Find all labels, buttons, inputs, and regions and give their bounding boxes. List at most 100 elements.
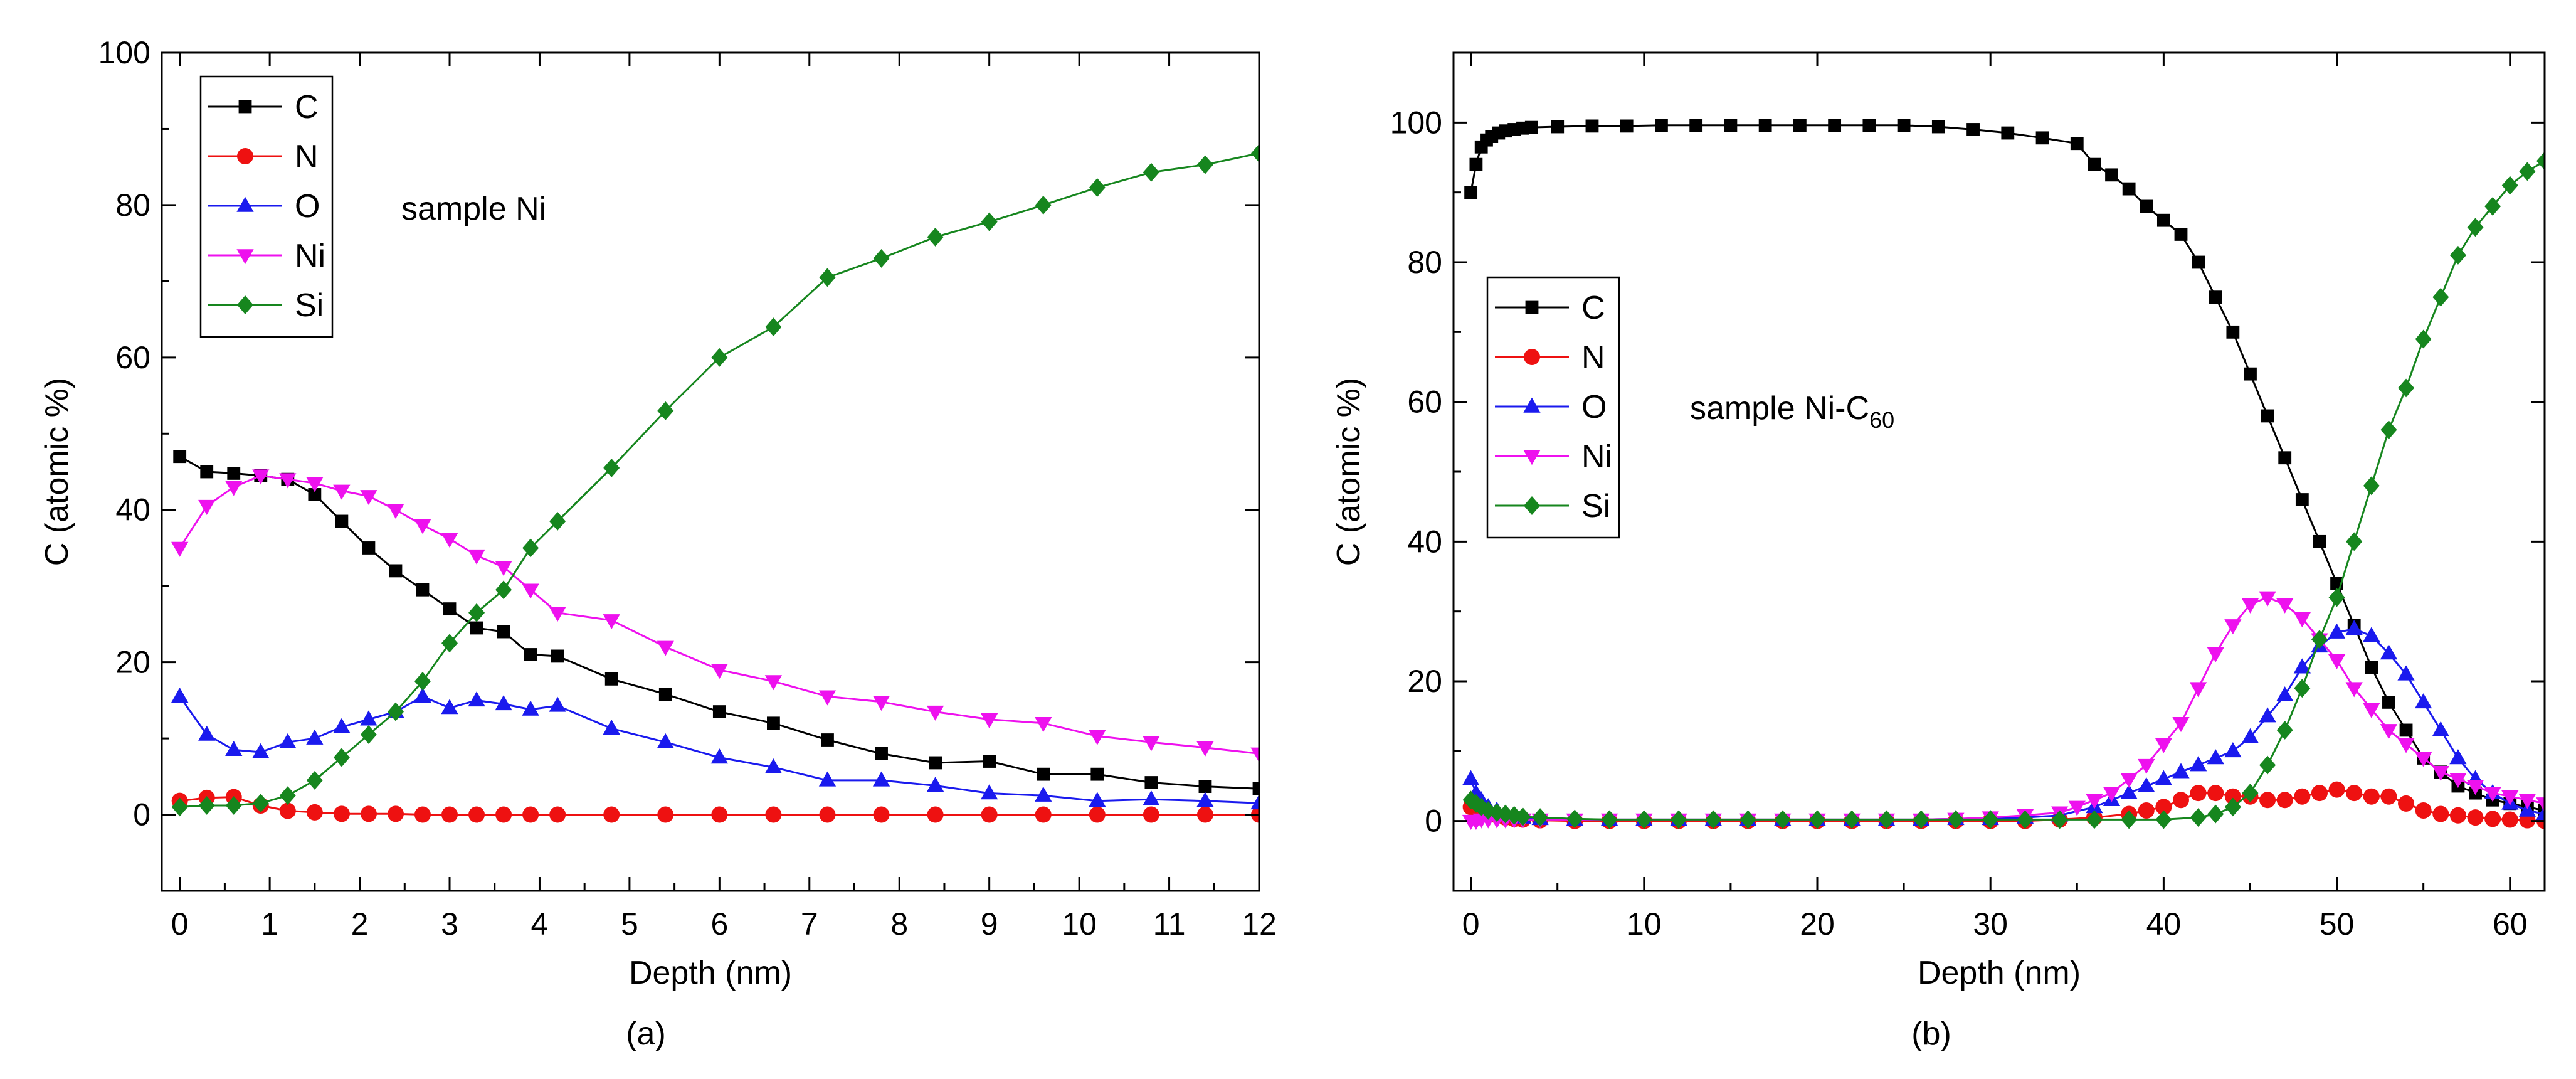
data-point-si [1705, 810, 1722, 829]
data-point-o [333, 718, 351, 733]
data-point-ni [2432, 765, 2449, 782]
data-point-o [360, 710, 377, 726]
data-point-c [2070, 137, 2084, 151]
data-point-n [2501, 811, 2518, 828]
data-point-ni [2466, 780, 2484, 795]
data-point-si [2276, 720, 2293, 740]
legend-marker-n [237, 148, 253, 164]
data-point-c [2209, 290, 2222, 304]
data-point-o [2536, 805, 2545, 821]
data-point-n [495, 806, 512, 823]
y-tick-label: 100 [1390, 105, 1442, 140]
x-tick-label: 9 [981, 906, 998, 942]
data-point-ni [764, 675, 783, 691]
data-point-c [1931, 120, 1945, 134]
data-point-c [227, 467, 241, 480]
data-point-ni [279, 473, 297, 489]
data-point-c [875, 747, 888, 760]
data-point-o [2224, 742, 2242, 758]
data-point-si [414, 672, 431, 691]
legend-marker-si [1524, 496, 1540, 515]
data-point-o [1035, 786, 1052, 802]
data-point-si [468, 603, 485, 622]
data-point-ni [522, 583, 539, 599]
data-point-o [2241, 728, 2259, 743]
panel-caption: (b) [1911, 1016, 1951, 1052]
data-point-si [252, 794, 269, 813]
data-point-ni [2363, 703, 2380, 718]
data-point-c [443, 602, 457, 616]
data-point-o [441, 699, 458, 715]
data-point-si [1809, 810, 1825, 829]
y-tick-label: 100 [98, 35, 150, 70]
data-point-si [2121, 810, 2138, 829]
data-point-ni [2120, 773, 2138, 789]
data-point-ni [818, 690, 837, 706]
legend-label-si: Si [295, 287, 324, 324]
data-point-c [2365, 661, 2378, 674]
data-point-c [658, 688, 672, 701]
data-point-si [2363, 476, 2380, 496]
data-point-si [657, 401, 674, 420]
legend-marker-ni [236, 249, 254, 265]
data-point-ni [2293, 612, 2311, 628]
data-point-o [710, 748, 728, 764]
data-point-o [2518, 801, 2536, 817]
data-point-c [712, 705, 726, 718]
legend-label-c: C [295, 89, 319, 125]
data-point-o [2189, 756, 2207, 772]
data-point-c [2278, 451, 2292, 465]
data-point-si [711, 348, 728, 367]
data-point-ni [2449, 773, 2467, 789]
data-point-c [929, 756, 942, 770]
data-point-c [2261, 409, 2274, 423]
data-point-si [2415, 329, 2432, 349]
data-point-si [1635, 810, 1652, 829]
data-point-n [765, 806, 782, 823]
data-point-n [873, 806, 890, 823]
x-tick-label: 20 [1800, 906, 1835, 942]
data-point-o [1089, 792, 1106, 807]
data-point-n [306, 804, 323, 821]
data-point-ni [387, 503, 404, 519]
data-point-c [2105, 168, 2118, 182]
legend: CNO Ni Si [1486, 276, 1620, 539]
annotation-subscript: 60 [1869, 407, 1894, 433]
legend-marker-n [1524, 349, 1540, 365]
y-tick-label: 20 [115, 645, 150, 680]
data-point-si [2484, 196, 2501, 216]
data-point-c [362, 541, 376, 555]
data-point-ni [2345, 682, 2363, 698]
data-point-ni [2207, 647, 2224, 662]
data-point-c [1144, 776, 1158, 789]
data-point-ni [2241, 598, 2259, 614]
data-point-c [416, 583, 430, 597]
data-point-ni [495, 561, 512, 577]
data-point-ni [2415, 752, 2432, 767]
x-tick-label: 0 [1462, 906, 1480, 942]
data-point-c [2140, 199, 2153, 213]
data-point-c [335, 514, 349, 528]
series-line-o [179, 695, 1259, 804]
y-tick-label: 80 [1407, 245, 1442, 280]
data-point-si [1774, 810, 1791, 829]
y-tick-label: 20 [1407, 664, 1442, 699]
data-point-o [306, 729, 324, 745]
data-point-si [2467, 218, 2484, 237]
data-point-si [225, 796, 242, 815]
data-point-c [1198, 780, 1212, 794]
x-tick-label: 5 [621, 906, 638, 942]
data-point-n [1089, 806, 1106, 823]
data-point-n [2380, 788, 2397, 805]
data-point-ni [225, 481, 243, 496]
data-point-c [1469, 157, 1483, 171]
data-point-ni [2155, 738, 2173, 753]
data-point-o [764, 758, 783, 773]
data-point-si [495, 580, 512, 600]
data-point-n [549, 806, 566, 823]
data-point-si [1035, 195, 1052, 215]
data-point-ni [1250, 747, 1259, 763]
data-point-o [2380, 644, 2398, 660]
